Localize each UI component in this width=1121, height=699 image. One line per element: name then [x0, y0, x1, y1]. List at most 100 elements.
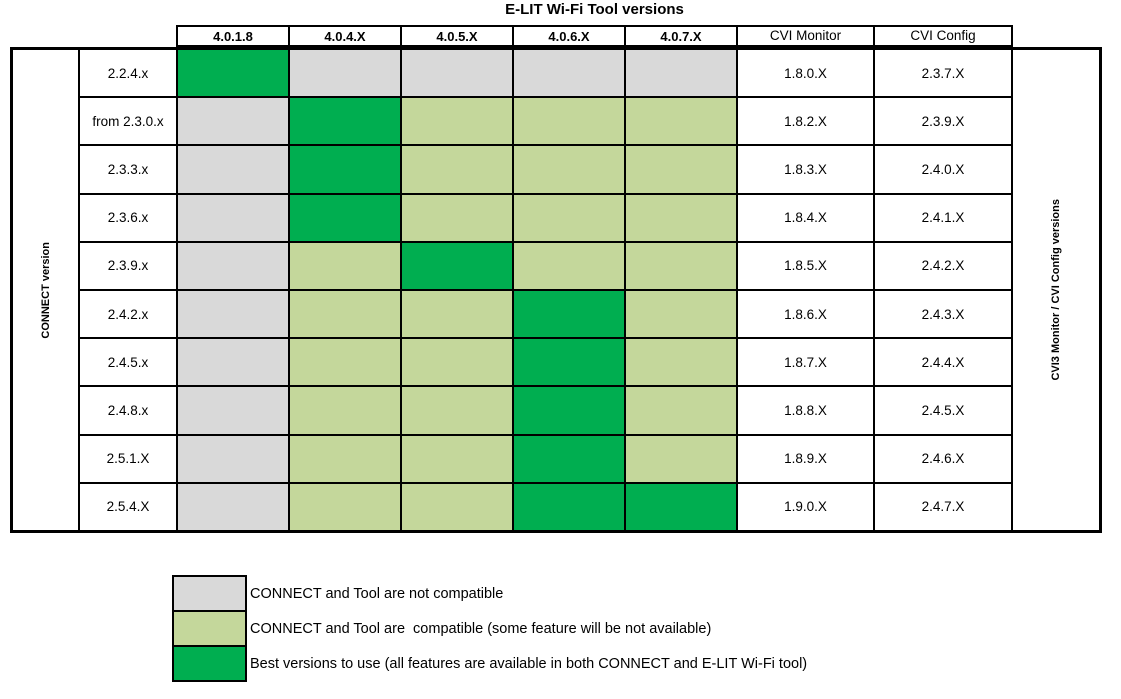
- compatibility-cell-best: [514, 483, 624, 530]
- compatibility-cell-compatible: [290, 435, 400, 482]
- compatibility-cell-not-compatible: [178, 291, 288, 338]
- cvi-config-cell: 2.4.6.X: [875, 435, 1011, 482]
- compatibility-cell-not-compatible: [290, 50, 400, 97]
- compatibility-cell-compatible: [402, 291, 512, 338]
- tool-version-column-header: 4.0.5.X: [400, 25, 514, 47]
- compatibility-cell-compatible: [290, 291, 400, 338]
- connect-version-cell: 2.4.8.x: [80, 387, 176, 434]
- compatibility-cell-compatible: [290, 242, 400, 289]
- legend-swatch-compatible: [172, 610, 247, 647]
- compatibility-cell-not-compatible: [178, 339, 288, 386]
- compatibility-cell-compatible: [402, 339, 512, 386]
- cvi-config-column-header: CVI Config: [873, 25, 1013, 47]
- connect-version-cell: 2.3.3.x: [80, 146, 176, 193]
- legend: CONNECT and Tool are not compatible CONNE…: [172, 575, 807, 682]
- tool-version-column-header: 4.0.4.X: [288, 25, 402, 47]
- compatibility-cell-compatible: [626, 242, 736, 289]
- cvi-monitor-cell: 1.8.0.X: [738, 50, 873, 97]
- compatibility-cell-compatible: [290, 483, 400, 530]
- compatibility-cell-not-compatible: [178, 242, 288, 289]
- cvi-config-cell: 2.4.7.X: [875, 483, 1011, 530]
- legend-item: CONNECT and Tool are compatible (some fe…: [172, 610, 807, 647]
- connect-version-cell: 2.5.1.X: [80, 435, 176, 482]
- compatibility-cell-not-compatible: [514, 50, 624, 97]
- compatibility-cell-best: [178, 50, 288, 97]
- connect-version-cell: 2.3.9.x: [80, 242, 176, 289]
- cvi-monitor-cell: 1.9.0.X: [738, 483, 873, 530]
- compatibility-table: CONNECT version CVI3 Monitor / CVI Confi…: [10, 47, 1102, 533]
- cvi-monitor-column-header: CVI Monitor: [736, 25, 875, 47]
- compatibility-cell-compatible: [514, 98, 624, 145]
- compatibility-cell-best: [514, 291, 624, 338]
- cvi-monitor-cell: 1.8.9.X: [738, 435, 873, 482]
- compatibility-cell-compatible: [402, 194, 512, 241]
- tool-version-column-header: 4.0.6.X: [512, 25, 626, 47]
- cvi-config-cell: 2.4.1.X: [875, 194, 1011, 241]
- compatibility-cell-compatible: [626, 387, 736, 434]
- cvi-config-cell: 2.4.4.X: [875, 339, 1011, 386]
- cvi-config-cell: 2.3.9.X: [875, 98, 1011, 145]
- compatibility-cell-compatible: [626, 146, 736, 193]
- compatibility-cell-best: [514, 387, 624, 434]
- legend-label: Best versions to use (all features are a…: [250, 655, 808, 672]
- compatibility-cell-best: [514, 435, 624, 482]
- compatibility-cell-best: [290, 146, 400, 193]
- cvi-config-cell: 2.4.2.X: [875, 242, 1011, 289]
- tool-version-header-row: 4.0.1.8 4.0.4.X 4.0.5.X 4.0.6.X 4.0.7.X CVI M…: [10, 25, 1102, 47]
- legend-label: CONNECT and Tool are compatible (some fe…: [250, 620, 712, 637]
- cvi-monitor-cell: 1.8.3.X: [738, 146, 873, 193]
- legend-item: CONNECT and Tool are not compatible: [172, 575, 807, 612]
- connect-version-axis-cell: CONNECT version: [13, 50, 78, 530]
- compatibility-cell-best: [514, 339, 624, 386]
- compatibility-cell-best: [626, 483, 736, 530]
- compatibility-cell-compatible: [290, 387, 400, 434]
- connect-version-cell: 2.4.2.x: [80, 291, 176, 338]
- connect-version-cell: from 2.3.0.x: [80, 98, 176, 145]
- compatibility-cell-not-compatible: [178, 146, 288, 193]
- compatibility-cell-compatible: [514, 146, 624, 193]
- compatibility-cell-compatible: [402, 98, 512, 145]
- compatibility-cell-compatible: [290, 339, 400, 386]
- cvi-monitor-cell: 1.8.8.X: [738, 387, 873, 434]
- cvi-monitor-cell: 1.8.2.X: [738, 98, 873, 145]
- compatibility-cell-not-compatible: [178, 435, 288, 482]
- cvi-config-cell: 2.4.3.X: [875, 291, 1011, 338]
- connect-version-cell: 2.5.4.X: [80, 483, 176, 530]
- legend-swatch-best: [172, 645, 247, 682]
- compatibility-cell-compatible: [402, 435, 512, 482]
- legend-label: CONNECT and Tool are not compatible: [250, 585, 504, 602]
- cvi-monitor-cell: 1.8.7.X: [738, 339, 873, 386]
- compatibility-cell-best: [290, 194, 400, 241]
- cvi-monitor-cell: 1.8.6.X: [738, 291, 873, 338]
- compatibility-cell-compatible: [402, 483, 512, 530]
- cvi-config-cell: 2.3.7.X: [875, 50, 1011, 97]
- cvi-versions-axis-label: CVI3 Monitor / CVI Config versions: [1050, 199, 1062, 381]
- compatibility-cell-compatible: [626, 194, 736, 241]
- tool-version-column-header: 4.0.7.X: [624, 25, 738, 47]
- compatibility-cell-not-compatible: [402, 50, 512, 97]
- page-title: E-LIT Wi-Fi Tool versions: [505, 1, 684, 18]
- connect-version-cell: 2.2.4.x: [80, 50, 176, 97]
- legend-swatch-not-compatible: [172, 575, 247, 612]
- cvi-versions-axis-cell: CVI3 Monitor / CVI Config versions: [1013, 50, 1099, 530]
- compatibility-cell-compatible: [402, 387, 512, 434]
- compatibility-cell-compatible: [402, 146, 512, 193]
- tool-version-column-header: 4.0.1.8: [176, 25, 290, 47]
- cvi-monitor-cell: 1.8.5.X: [738, 242, 873, 289]
- legend-item: Best versions to use (all features are a…: [172, 645, 807, 682]
- compatibility-cell-not-compatible: [178, 387, 288, 434]
- compatibility-cell-not-compatible: [178, 194, 288, 241]
- connect-version-cell: 2.4.5.x: [80, 339, 176, 386]
- compatibility-cell-not-compatible: [626, 50, 736, 97]
- cvi-monitor-cell: 1.8.4.X: [738, 194, 873, 241]
- compatibility-cell-not-compatible: [178, 98, 288, 145]
- compatibility-cell-best: [402, 242, 512, 289]
- compatibility-cell-compatible: [626, 291, 736, 338]
- cvi-config-cell: 2.4.5.X: [875, 387, 1011, 434]
- compatibility-cell-compatible: [626, 339, 736, 386]
- compatibility-cell-compatible: [514, 194, 624, 241]
- compatibility-cell-compatible: [626, 435, 736, 482]
- compatibility-cell-not-compatible: [178, 483, 288, 530]
- cvi-config-cell: 2.4.0.X: [875, 146, 1011, 193]
